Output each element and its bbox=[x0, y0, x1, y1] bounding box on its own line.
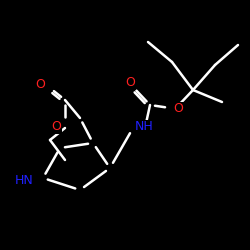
Text: O: O bbox=[51, 120, 61, 132]
Text: HN: HN bbox=[15, 174, 34, 188]
Text: O: O bbox=[35, 78, 45, 92]
Text: O: O bbox=[173, 102, 183, 116]
Text: O: O bbox=[125, 76, 135, 88]
Text: NH: NH bbox=[135, 120, 154, 134]
